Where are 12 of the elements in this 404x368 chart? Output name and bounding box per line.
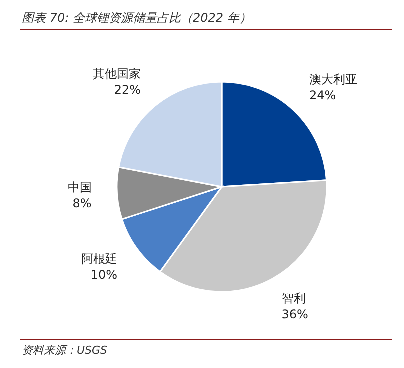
- slice-label: 中国: [68, 180, 92, 195]
- slice-label: 智利: [282, 292, 306, 306]
- slice-label: 其他国家: [92, 66, 141, 81]
- slice-label: 阿根廷: [82, 252, 118, 266]
- slice-label: 澳大利亚: [309, 72, 358, 86]
- data-label: 24%: [309, 88, 336, 102]
- text: 资料来源：USGS: [22, 344, 108, 357]
- data-label: 8%: [72, 196, 92, 211]
- data-label: 22%: [114, 82, 141, 97]
- data-label: 10%: [90, 268, 118, 282]
- data-label: 36%: [282, 308, 308, 322]
- chart-title: 图表 70: 全球锂资源储量占比（2022 年）: [22, 11, 252, 25]
